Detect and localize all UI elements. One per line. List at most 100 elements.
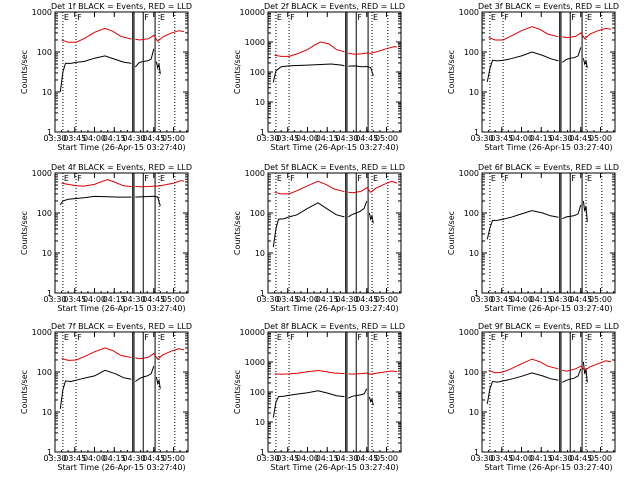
y-tick-label: 10000 xyxy=(240,328,265,337)
x-tick-label: 05:00 xyxy=(375,295,398,304)
detector-panel: Det 8f BLACK = Events, RED = LLD 1 10 100 10… xyxy=(233,322,405,472)
x-tick-label: 05:00 xyxy=(375,454,398,463)
events-series-line xyxy=(582,200,588,222)
y-tick-label: 1000 xyxy=(32,169,52,178)
y-tick-label: 1 xyxy=(260,289,265,298)
flag-label: E xyxy=(587,13,592,22)
panel-title: Det 6f BLACK = Events, RED = LLD xyxy=(478,163,619,172)
events-series-line xyxy=(368,396,374,406)
x-tick-label: 03:30 xyxy=(470,134,493,143)
events-series-line xyxy=(59,55,132,93)
plot-frame xyxy=(54,172,189,294)
lld-series-line xyxy=(488,358,559,374)
x-tick-label: 05:00 xyxy=(162,134,185,143)
plot-frame xyxy=(481,331,616,453)
x-axis-label: Start Time (26-Apr-15 03:27:40) xyxy=(57,463,185,472)
flag-label: E xyxy=(160,13,165,22)
flag-label: F xyxy=(357,333,362,342)
events-series-line xyxy=(486,51,559,82)
y-tick-label: 1 xyxy=(47,448,52,457)
events-series-line xyxy=(486,372,559,404)
y-tick-label: 1000 xyxy=(245,358,265,367)
x-axis-label: Start Time (26-Apr-15 03:27:40) xyxy=(270,463,398,472)
x-tick-label: 03:45 xyxy=(63,295,86,304)
x-tick-label: 03:45 xyxy=(63,454,86,463)
detector-panel: Det 6f BLACK = Events, RED = LLD 1 10 100 10… xyxy=(447,163,619,313)
x-tick-label: 04:00 xyxy=(510,295,533,304)
y-tick-label: 1000 xyxy=(245,38,265,47)
flag-label: F xyxy=(571,174,576,183)
plot-frame xyxy=(54,11,189,133)
detector-panel: Det 5f BLACK = Events, RED = LLD 1 10 100 10… xyxy=(233,163,405,313)
x-tick-label: 04:00 xyxy=(510,134,533,143)
y-axis-label: Counts/sec xyxy=(447,211,456,255)
events-series-line xyxy=(368,212,374,224)
lld-series-line xyxy=(348,46,398,55)
flag-label: E xyxy=(277,13,282,22)
x-axis-label: Start Time (26-Apr-15 03:27:40) xyxy=(484,304,612,313)
x-tick-label: 04:45 xyxy=(142,454,165,463)
x-tick-label: 03:30 xyxy=(43,454,66,463)
y-tick-label: 100 xyxy=(37,368,52,377)
y-tick-label: 1000 xyxy=(459,328,479,337)
y-axis-label: Counts/sec xyxy=(447,50,456,94)
flag-label: E xyxy=(373,13,378,22)
detector-panel: Det 9f BLACK = Events, RED = LLD 1 10 100 10… xyxy=(447,322,619,472)
x-tick-label: 05:00 xyxy=(589,134,612,143)
x-tick-label: 04:15 xyxy=(316,134,339,143)
flag-label: F xyxy=(290,13,295,22)
flag-label: F xyxy=(571,333,576,342)
y-tick-label: 1 xyxy=(474,128,479,137)
panel-title: Det 9f BLACK = Events, RED = LLD xyxy=(478,322,619,331)
detector-panel: Det 4f BLACK = Events, RED = LLD 1 10 100 10… xyxy=(20,163,192,313)
y-tick-label: 10 xyxy=(255,418,265,427)
x-tick-label: 03:30 xyxy=(470,295,493,304)
flag-label: E xyxy=(64,13,69,22)
events-series-line xyxy=(134,48,155,68)
y-tick-label: 10 xyxy=(42,88,52,97)
plot-frame xyxy=(481,172,616,294)
x-tick-label: 03:45 xyxy=(276,134,299,143)
events-series-line xyxy=(135,195,161,207)
flag-label: E xyxy=(277,174,282,183)
lld-series-line xyxy=(348,180,398,194)
x-tick-label: 04:15 xyxy=(530,454,553,463)
y-tick-label: 100 xyxy=(464,48,479,57)
y-axis-label: Counts/sec xyxy=(20,211,29,255)
lld-series-line xyxy=(274,41,345,57)
y-tick-label: 10000 xyxy=(240,8,265,17)
lld-series-line xyxy=(135,30,185,43)
y-tick-label: 1 xyxy=(47,128,52,137)
plot-frame xyxy=(54,331,189,453)
y-tick-label: 1000 xyxy=(459,169,479,178)
lld-series-line xyxy=(562,360,612,372)
lld-series-line xyxy=(135,179,185,188)
x-tick-label: 04:15 xyxy=(103,134,126,143)
x-tick-label: 04:45 xyxy=(142,134,165,143)
events-series-line xyxy=(59,195,132,206)
x-tick-label: 03:45 xyxy=(276,454,299,463)
x-tick-label: 04:15 xyxy=(103,454,126,463)
flag-label: F xyxy=(144,13,149,22)
y-tick-label: 100 xyxy=(37,48,52,57)
y-tick-label: 1 xyxy=(260,448,265,457)
y-tick-label: 1 xyxy=(474,448,479,457)
y-tick-label: 10 xyxy=(255,249,265,258)
flag-label: E xyxy=(491,333,496,342)
x-tick-label: 03:30 xyxy=(43,134,66,143)
lld-series-line xyxy=(488,26,559,41)
x-tick-label: 04:45 xyxy=(142,295,165,304)
y-tick-label: 1 xyxy=(47,289,52,298)
panel-title: Det 3f BLACK = Events, RED = LLD xyxy=(478,2,619,11)
lld-series-line xyxy=(274,180,345,195)
flag-label: F xyxy=(571,13,576,22)
x-tick-label: 05:00 xyxy=(375,134,398,143)
x-tick-label: 04:45 xyxy=(355,454,378,463)
x-tick-label: 04:30 xyxy=(122,295,145,304)
x-tick-label: 03:45 xyxy=(490,295,513,304)
x-tick-label: 04:45 xyxy=(569,454,592,463)
detector-panel: Det 3f BLACK = Events, RED = LLD 1 10 100 10… xyxy=(447,2,619,152)
x-tick-label: 03:45 xyxy=(490,454,513,463)
x-tick-label: 04:15 xyxy=(103,295,126,304)
events-series-line xyxy=(562,204,582,220)
